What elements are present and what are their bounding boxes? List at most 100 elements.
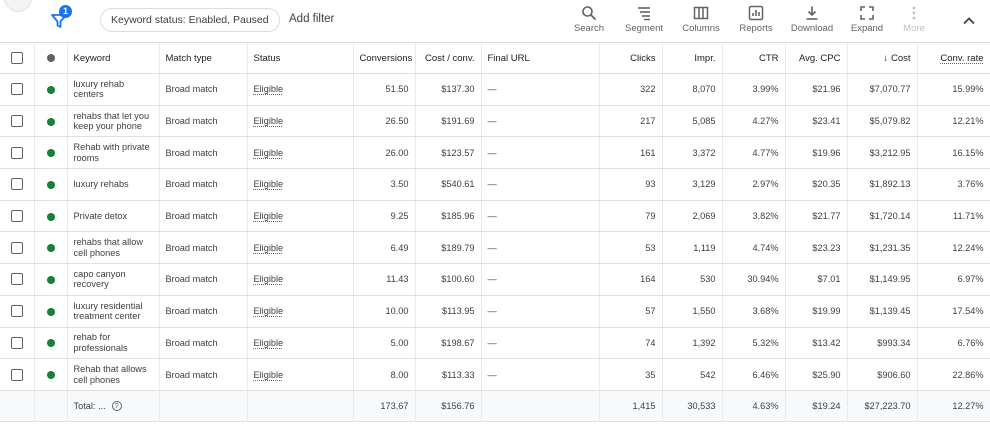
table-row[interactable]: luxury rehabs Broad match Eligible 3.50 $540…	[0, 168, 990, 201]
header-cost[interactable]: ↓ Cost	[847, 42, 918, 74]
table-row[interactable]: luxury residential treatment center Broad…	[0, 295, 990, 328]
status-text-cell: Eligible	[247, 105, 354, 138]
segment-icon	[638, 7, 650, 21]
final-url-cell[interactable]: —	[481, 358, 600, 391]
row-checkbox[interactable]	[10, 305, 23, 318]
conv-rate-cell: 16.15%	[917, 136, 990, 170]
row-checkbox[interactable]	[10, 336, 23, 349]
total-cost: $27,223.70	[847, 389, 918, 422]
conv-rate-cell: 6.76%	[917, 327, 990, 360]
final-url-cell[interactable]: —	[481, 231, 600, 265]
table-row[interactable]: Rehab with private rooms Broad match Eligi…	[0, 136, 990, 170]
cost-cell: $1,149.95	[847, 263, 918, 296]
total-label: Total: ...	[73, 400, 106, 411]
keyword-text[interactable]: Rehab that allows cell phones	[73, 364, 147, 385]
keyword-text[interactable]: rehabs that allow cell phones	[73, 237, 143, 258]
status-eligible[interactable]: Eligible	[253, 211, 284, 222]
row-checkbox[interactable]	[10, 83, 23, 96]
impr-cell: 2,069	[662, 200, 723, 233]
table-row[interactable]: rehabs that let you keep your phone Broad…	[0, 105, 990, 138]
keyword-text[interactable]: capo canyon recovery	[73, 268, 126, 290]
avatar[interactable]	[4, 0, 32, 12]
header-final-url[interactable]: Final URL	[481, 42, 600, 74]
table-row[interactable]: capo canyon recovery Broad match Eligible 1…	[0, 263, 990, 296]
select-all-checkbox[interactable]	[10, 52, 23, 64]
reports-tool-button[interactable]: Reports	[730, 5, 782, 34]
keyword-cell[interactable]: luxury residential treatment center	[67, 295, 160, 328]
clicks-cell: 161	[599, 136, 663, 170]
table-row[interactable]: Private detox Broad match Eligible 9.25 $185…	[0, 200, 990, 233]
add-filter-button[interactable]: Add filter	[289, 13, 335, 25]
header-conv-rate[interactable]: Conv. rate	[917, 42, 990, 74]
status-eligible[interactable]: Eligible	[253, 84, 284, 95]
row-checkbox[interactable]	[10, 368, 23, 381]
header-match-type[interactable]: Match type	[159, 42, 248, 74]
final-url-cell[interactable]: —	[481, 263, 600, 296]
header-cost-per-conv[interactable]: Cost / conv.	[415, 42, 482, 74]
keyword-cell[interactable]: Rehab that allows cell phones	[67, 358, 160, 391]
help-icon[interactable]: ?	[111, 401, 122, 412]
final-url-cell[interactable]: —	[481, 73, 600, 106]
status-eligible[interactable]: Eligible	[253, 242, 284, 253]
keyword-cell[interactable]: luxury rehab centers	[67, 73, 160, 106]
keyword-cell[interactable]: luxury rehabs	[67, 168, 160, 201]
keyword-cell[interactable]: rehabs that let you keep your phone	[67, 105, 160, 138]
row-checkbox[interactable]	[10, 178, 23, 191]
final-url-cell[interactable]: —	[481, 327, 600, 360]
table-row[interactable]: rehabs that allow cell phones Broad match…	[0, 231, 990, 265]
status-eligible[interactable]: Eligible	[253, 274, 284, 285]
header-status[interactable]: Status	[247, 42, 354, 74]
keyword-text[interactable]: luxury rehab centers	[73, 78, 125, 100]
final-url-cell[interactable]: —	[481, 200, 600, 233]
row-checkbox[interactable]	[10, 115, 23, 128]
row-checkbox[interactable]	[10, 273, 23, 286]
final-url-cell[interactable]: —	[481, 168, 600, 201]
status-eligible[interactable]: Eligible	[253, 147, 284, 158]
keyword-text[interactable]: rehabs that let you keep your phone	[73, 110, 150, 132]
keyword-status-filter-chip[interactable]: Keyword status: Enabled, Paused	[100, 8, 280, 32]
keyword-cell[interactable]: rehab for professionals	[67, 327, 160, 360]
status-eligible[interactable]: Eligible	[253, 116, 284, 127]
segment-tool-button[interactable]: Segment	[618, 5, 670, 34]
keyword-cell[interactable]: Private detox	[67, 200, 160, 233]
keyword-cell[interactable]: capo canyon recovery	[67, 263, 160, 296]
table-row[interactable]: rehab for professionals Broad match Eligib…	[0, 327, 990, 360]
keyword-text[interactable]: luxury rehabs	[73, 179, 129, 190]
row-checkbox-cell	[0, 168, 35, 201]
impr-cell: 542	[662, 358, 723, 391]
header-conv-rate-label: Conv. rate	[940, 52, 984, 64]
header-conversions[interactable]: Conversions	[353, 42, 416, 74]
columns-tool-button[interactable]: Columns	[675, 5, 727, 34]
final-url-cell[interactable]: —	[481, 295, 600, 328]
row-checkbox[interactable]	[10, 241, 23, 254]
status-eligible[interactable]: Eligible	[253, 369, 284, 380]
total-clicks: 1,415	[599, 389, 663, 422]
search-tool-button[interactable]: Search	[563, 5, 615, 34]
keyword-cell[interactable]: Rehab with private rooms	[67, 136, 160, 170]
final-url-cell[interactable]: —	[481, 136, 600, 170]
keyword-cell[interactable]: rehabs that allow cell phones	[67, 231, 160, 265]
row-checkbox[interactable]	[10, 210, 23, 223]
keyword-text[interactable]: rehab for professionals	[73, 332, 128, 353]
table-row[interactable]: luxury rehab centers Broad match Eligible 5…	[0, 73, 990, 106]
keyword-text[interactable]: luxury residential treatment center	[73, 300, 143, 322]
final-url-cell[interactable]: —	[481, 105, 600, 138]
keyword-text[interactable]: Private detox	[73, 210, 128, 221]
row-checkbox[interactable]	[10, 146, 23, 159]
download-tool-button[interactable]: Download	[786, 5, 838, 34]
more-tool-button[interactable]: More	[888, 5, 940, 34]
status-eligible[interactable]: Eligible	[253, 179, 284, 190]
header-keyword[interactable]: Keyword	[67, 42, 160, 74]
header-impr[interactable]: Impr.	[662, 42, 723, 74]
header-avg-cpc[interactable]: Avg. CPC	[785, 42, 848, 74]
conversions-cell: 8.00	[353, 358, 416, 391]
expand-tool-button[interactable]: Expand	[841, 5, 893, 34]
avg-cpc-cell: $19.99	[785, 295, 848, 328]
table-row[interactable]: Rehab that allows cell phones Broad match…	[0, 358, 990, 391]
keyword-text[interactable]: Rehab with private rooms	[73, 142, 150, 163]
status-eligible[interactable]: Eligible	[253, 337, 284, 348]
status-eligible[interactable]: Eligible	[253, 306, 284, 317]
header-clicks[interactable]: Clicks	[599, 42, 663, 74]
header-ctr[interactable]: CTR	[722, 42, 786, 74]
collapse-chevron-up-icon[interactable]	[960, 12, 978, 30]
